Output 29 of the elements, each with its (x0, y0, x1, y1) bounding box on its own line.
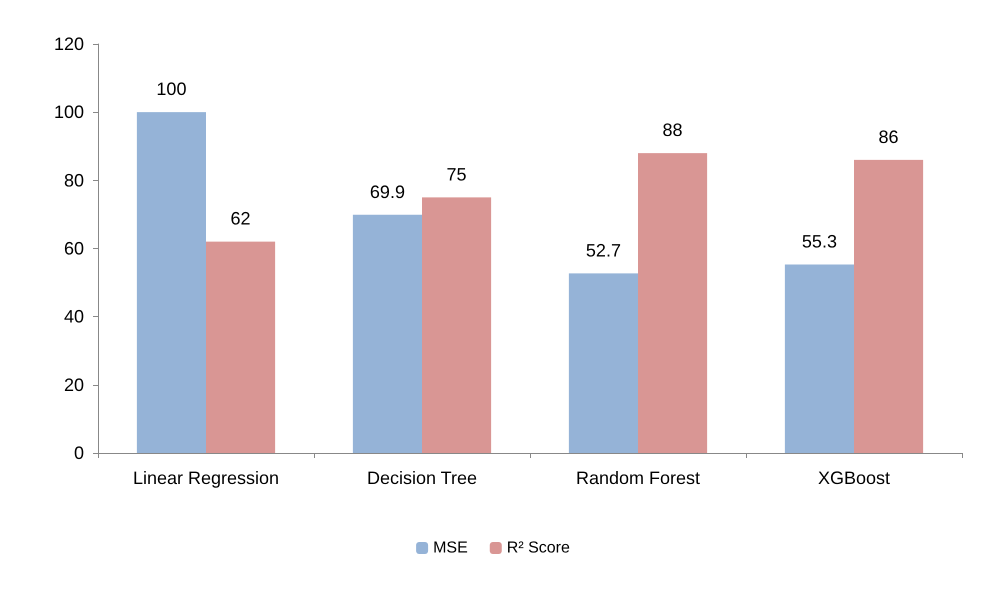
y-tick-label: 0 (74, 443, 84, 463)
data-label: 88 (662, 120, 683, 140)
legend-label: MSE (433, 540, 468, 556)
bar (854, 160, 924, 453)
bar (136, 112, 206, 453)
bar (568, 273, 638, 453)
data-label: 55.3 (802, 232, 837, 252)
y-tick-label: 80 (64, 170, 84, 190)
bar (422, 197, 492, 453)
y-tick-label: 40 (64, 306, 84, 327)
y-tick-label: 20 (64, 374, 84, 395)
bar (784, 264, 854, 453)
x-tick-label: Random Forest (576, 468, 700, 488)
y-tick-label: 60 (64, 238, 84, 258)
data-label: 62 (230, 208, 251, 229)
y-tick-label: 120 (54, 34, 84, 54)
x-tick-label: Decision Tree (366, 468, 478, 488)
legend-label: R² Score (506, 540, 570, 556)
bar (206, 242, 276, 453)
data-label: 86 (878, 126, 899, 147)
x-tick-label: Linear Regression (132, 468, 280, 488)
data-label: 75 (446, 164, 467, 184)
y-tick-label: 100 (54, 102, 84, 122)
data-label: 52.7 (586, 240, 621, 260)
x-tick-label: XGBoost (818, 468, 890, 488)
bar (352, 214, 422, 453)
data-label: 100 (156, 79, 186, 100)
bar (638, 153, 708, 453)
data-label: 69.9 (370, 182, 405, 202)
